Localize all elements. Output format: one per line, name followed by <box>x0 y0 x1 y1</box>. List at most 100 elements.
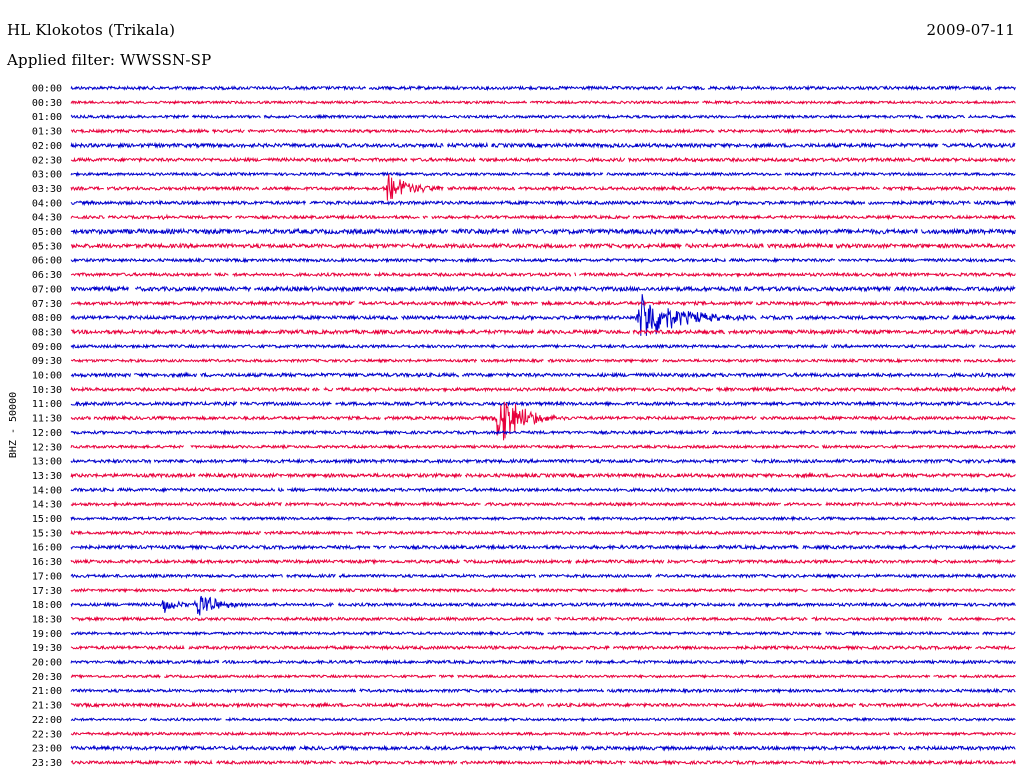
trace-row <box>70 644 1016 652</box>
trace-row <box>70 730 1016 737</box>
trace-row <box>70 572 1016 580</box>
row-time-label: 06:30 <box>32 270 62 281</box>
row-time-label: 15:30 <box>32 528 62 539</box>
trace-row <box>70 471 1016 479</box>
trace-row <box>70 759 1016 766</box>
row-time-label: 00:00 <box>32 84 62 95</box>
row-time-label: 01:00 <box>32 112 62 123</box>
trace-row <box>71 357 1016 364</box>
row-time-label: 17:00 <box>32 571 62 582</box>
trace-row <box>70 256 1016 264</box>
row-time-label: 15:00 <box>32 514 62 525</box>
station-title: HL Klokotos (Trikala) <box>7 21 176 39</box>
trace-row <box>70 457 1016 465</box>
row-time-label: 18:00 <box>32 600 62 611</box>
trace-row <box>70 701 1016 709</box>
row-time-label: 03:30 <box>32 184 62 195</box>
trace-row <box>70 443 1016 450</box>
trace-row <box>70 515 1016 522</box>
trace-row <box>70 615 1016 623</box>
trace-row <box>70 371 1016 379</box>
row-time-label: 16:00 <box>32 543 62 554</box>
trace-row <box>70 213 1016 221</box>
row-time-label: 09:00 <box>32 342 62 353</box>
row-time-label: 08:30 <box>32 327 62 338</box>
row-time-label: 20:30 <box>32 672 62 683</box>
row-time-label: 09:30 <box>32 356 62 367</box>
trace-row <box>70 400 1016 408</box>
trace-row <box>70 384 1016 393</box>
row-time-label: 04:00 <box>32 198 62 209</box>
trace-row <box>70 500 1016 508</box>
row-time-label: 13:00 <box>32 457 62 468</box>
row-time-label: 11:00 <box>32 399 62 410</box>
row-time-label: 20:00 <box>32 658 62 669</box>
row-time-label: 10:30 <box>32 385 62 396</box>
row-time-label: 23:30 <box>32 758 62 769</box>
row-time-label: 06:00 <box>32 256 62 267</box>
trace-row <box>70 595 1016 616</box>
trace-row <box>70 687 1016 694</box>
trace-row <box>70 429 1016 436</box>
trace-row <box>70 285 1016 293</box>
row-time-label: 00:30 <box>32 98 62 109</box>
trace-row <box>70 294 1016 336</box>
trace-row <box>70 199 1016 207</box>
row-time-label: 23:00 <box>32 744 62 755</box>
trace-row <box>70 543 1016 551</box>
row-time-label: 01:30 <box>32 127 62 138</box>
row-time-label: 14:00 <box>32 485 62 496</box>
trace-row <box>70 343 1016 350</box>
row-time-label: 16:30 <box>32 557 62 568</box>
trace-row <box>70 242 1016 250</box>
trace-row <box>70 486 1016 494</box>
trace-row <box>70 587 1016 594</box>
row-time-label: 12:30 <box>32 442 62 453</box>
trace-row <box>70 716 1016 723</box>
row-time-label: 04:30 <box>32 213 62 224</box>
row-labels: 00:00 00:30 01:00 01:30 02:00 02:30 03:00 03:30… <box>32 84 62 769</box>
date-label: 2009-07-11 <box>926 21 1015 39</box>
row-time-label: 08:00 <box>32 313 62 324</box>
trace-row <box>70 99 1016 106</box>
trace-row <box>70 227 1016 236</box>
row-time-label: 13:30 <box>32 471 62 482</box>
row-time-label: 10:00 <box>32 371 62 382</box>
traces <box>70 84 1016 766</box>
trace-row <box>70 630 1016 637</box>
row-time-label: 14:30 <box>32 500 62 511</box>
y-axis-label: BHZ - 50000 <box>8 392 19 458</box>
row-time-label: 22:30 <box>32 729 62 740</box>
row-time-label: 21:30 <box>32 701 62 712</box>
row-time-label: 02:00 <box>32 141 62 152</box>
row-time-label: 05:30 <box>32 241 62 252</box>
row-time-label: 05:00 <box>32 227 62 238</box>
trace-row <box>70 401 1016 441</box>
trace-row <box>70 271 1016 278</box>
trace-row <box>70 171 1016 178</box>
row-time-label: 19:30 <box>32 643 62 654</box>
trace-row <box>70 529 1016 537</box>
row-time-label: 18:30 <box>32 614 62 625</box>
trace-row <box>70 127 1016 135</box>
trace-row <box>70 328 1016 336</box>
row-time-label: 02:30 <box>32 155 62 166</box>
row-time-label: 11:30 <box>32 414 62 425</box>
trace-row <box>70 658 1016 666</box>
trace-row <box>70 113 1016 120</box>
row-time-label: 07:00 <box>32 284 62 295</box>
trace-row <box>70 141 1016 150</box>
trace-row <box>70 558 1016 565</box>
trace-row <box>70 299 1016 307</box>
trace-row <box>70 673 1016 680</box>
trace-row <box>70 744 1016 752</box>
trace-row <box>70 174 1016 201</box>
row-time-label: 07:30 <box>32 299 62 310</box>
row-time-label: 03:00 <box>32 170 62 181</box>
filter-label: Applied filter: WWSSN-SP <box>7 51 212 69</box>
row-time-label: 19:00 <box>32 629 62 640</box>
row-time-label: 12:00 <box>32 428 62 439</box>
trace-row <box>70 156 1016 164</box>
trace-row <box>70 84 1016 92</box>
